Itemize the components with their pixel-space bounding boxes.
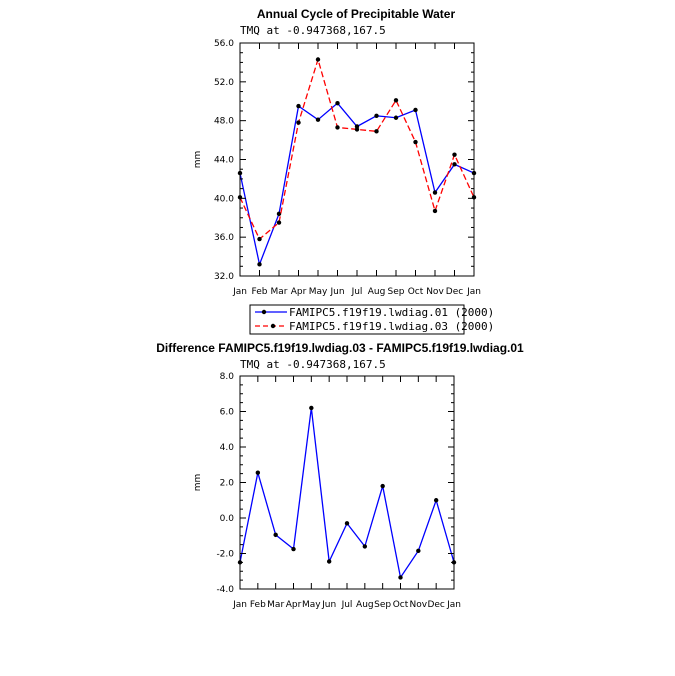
x-tick-label: May	[302, 600, 321, 610]
data-point	[255, 470, 261, 475]
x-tick-label: Sep	[374, 600, 391, 610]
data-point	[296, 120, 301, 125]
series-line	[239, 57, 475, 241]
data-point	[276, 220, 282, 225]
x-tick-label: Nov	[410, 600, 428, 610]
x-tick-label: Oct	[393, 600, 409, 610]
data-point	[393, 115, 399, 120]
x-tick-label: Apr	[291, 287, 307, 297]
x-tick-label: Dec	[446, 287, 463, 297]
data-point	[452, 162, 457, 167]
x-tick-label: May	[309, 287, 328, 297]
y-tick-label: 56.0	[214, 39, 234, 49]
y-tick-label: 2.0	[220, 479, 235, 489]
data-point	[276, 211, 282, 217]
x-tick-label: Dec	[427, 600, 444, 610]
x-tick-label: Jul	[351, 287, 363, 297]
data-point	[291, 546, 296, 552]
difference-chart: Difference FAMIPC5.f19f19.lwdiag.03 - FA…	[156, 341, 524, 610]
x-tick-label: Feb	[250, 600, 266, 610]
x-tick-label: Jun	[329, 287, 344, 297]
x-tick-label: Feb	[252, 287, 268, 297]
x-tick-label: Apr	[286, 600, 302, 610]
data-point	[335, 125, 340, 130]
data-point	[393, 98, 399, 103]
data-point	[452, 152, 457, 157]
data-point	[257, 236, 262, 242]
data-point	[432, 208, 438, 214]
legend-entry: FAMIPC5.f19f19.lwdiag.03 (2000)	[255, 320, 494, 333]
y-tick-label: 0.0	[220, 514, 235, 524]
chart-subtitle: TMQ at -0.947368,167.5	[240, 24, 386, 37]
y-tick-label: 6.0	[220, 408, 235, 418]
x-tick-label: Nov	[426, 287, 444, 297]
data-point	[309, 405, 314, 411]
data-point	[413, 139, 418, 145]
x-tick-label: Jul	[341, 600, 353, 610]
y-tick-label: 4.0	[220, 443, 235, 453]
y-tick-label: 32.0	[214, 272, 234, 282]
legend: FAMIPC5.f19f19.lwdiag.01 (2000) FAMIPC5.…	[249, 304, 494, 335]
annual-cycle-chart: Annual Cycle of Precipitable Water TMQ a…	[193, 7, 481, 297]
data-point	[273, 532, 278, 538]
y-axis-label: mm	[193, 151, 203, 169]
data-point	[354, 127, 360, 132]
x-tick-label: Oct	[408, 287, 424, 297]
data-point	[315, 117, 321, 122]
x-tick-label: Mar	[267, 600, 284, 610]
data-point	[374, 129, 379, 134]
x-tick-label: Aug	[356, 600, 374, 610]
data-point	[380, 483, 385, 489]
legend-marker	[261, 309, 267, 315]
data-point	[432, 190, 438, 195]
x-tick-label: Jan	[446, 600, 461, 610]
data-point	[257, 262, 262, 267]
y-axis-label: mm	[193, 474, 203, 492]
x-tick-label: Jan	[232, 287, 247, 297]
data-point	[413, 107, 418, 113]
data-point	[416, 548, 421, 554]
series-line	[239, 407, 455, 580]
x-tick-label: Aug	[368, 287, 386, 297]
data-point	[296, 103, 301, 109]
chart-subtitle: TMQ at -0.947368,167.5	[240, 358, 386, 371]
data-point	[433, 498, 439, 503]
y-tick-label: 52.0	[214, 78, 234, 88]
y-tick-label: 44.0	[214, 156, 234, 166]
data-point	[344, 521, 350, 526]
y-tick-label: -4.0	[216, 585, 234, 595]
y-tick-label: 48.0	[214, 117, 234, 127]
chart-title: Annual Cycle of Precipitable Water	[257, 7, 456, 21]
plot-frame	[239, 42, 475, 277]
x-tick-label: Sep	[388, 287, 405, 297]
legend-box	[249, 304, 465, 335]
plot-frame	[239, 375, 455, 590]
y-tick-label: 8.0	[220, 372, 235, 382]
legend-entry: FAMIPC5.f19f19.lwdiag.01 (2000)	[255, 306, 494, 319]
y-tick-label: -2.0	[216, 550, 234, 560]
legend-label: FAMIPC5.f19f19.lwdiag.03 (2000)	[289, 320, 494, 333]
y-tick-label: 36.0	[214, 233, 234, 243]
data-point	[362, 544, 368, 549]
y-tick-label: 40.0	[214, 194, 234, 204]
x-tick-label: Jan	[232, 600, 247, 610]
data-point	[315, 57, 321, 62]
data-point	[398, 575, 403, 580]
x-tick-label: Jan	[466, 287, 481, 297]
x-tick-label: Mar	[271, 287, 288, 297]
chart-title: Difference FAMIPC5.f19f19.lwdiag.03 - FA…	[156, 341, 524, 355]
data-point	[335, 100, 340, 106]
legend-label: FAMIPC5.f19f19.lwdiag.01 (2000)	[289, 306, 494, 319]
x-tick-label: Jun	[321, 600, 336, 610]
data-point	[374, 113, 379, 119]
legend-marker	[270, 323, 276, 329]
data-point	[326, 559, 332, 564]
